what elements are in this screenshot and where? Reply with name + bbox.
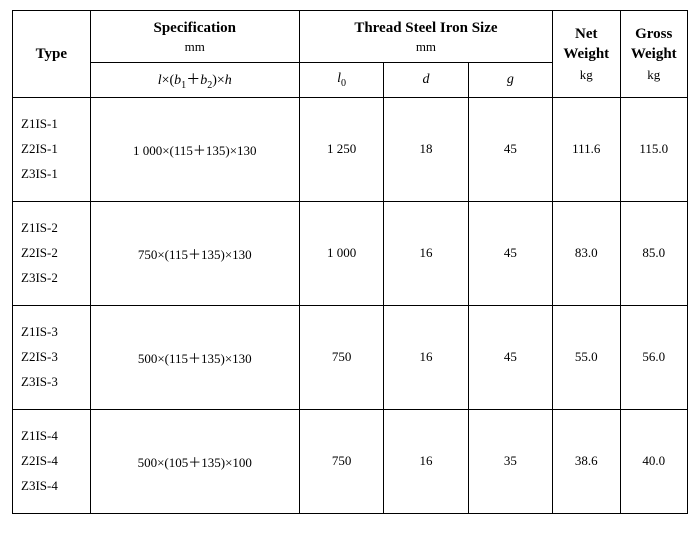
cell-spec: 500×(105＋135)×100 [90, 409, 299, 513]
type-line: Z2IS-3 [21, 345, 88, 370]
cell-l0: 1 000 [299, 201, 383, 305]
cell-spec: 1 000×(115＋135)×130 [90, 97, 299, 201]
cell-l0: 750 [299, 305, 383, 409]
header-net-weight-unit: kg [555, 67, 618, 84]
cell-g: 45 [468, 201, 552, 305]
cell-net-weight: 55.0 [553, 305, 621, 409]
type-line: Z1IS-2 [21, 216, 88, 241]
header-net-weight: Net Weight kg [553, 11, 621, 98]
cell-gross-weight: 115.0 [620, 97, 688, 201]
type-line: Z1IS-4 [21, 424, 88, 449]
type-line: Z3IS-1 [21, 162, 88, 187]
type-line: Z1IS-1 [21, 112, 88, 137]
type-line: Z3IS-2 [21, 266, 88, 291]
type-line: Z2IS-2 [21, 241, 88, 266]
header-thread: Thread Steel Iron Size mm [299, 11, 552, 63]
type-line: Z1IS-3 [21, 320, 88, 345]
cell-d: 18 [384, 97, 468, 201]
cell-net-weight: 38.6 [553, 409, 621, 513]
header-g: g [468, 63, 552, 98]
table-row: Z1IS-2 Z2IS-2 Z3IS-2 750×(115＋135)×130 1… [13, 201, 688, 305]
type-line: Z2IS-1 [21, 137, 88, 162]
cell-net-weight: 83.0 [553, 201, 621, 305]
cell-l0: 1 250 [299, 97, 383, 201]
cell-type: Z1IS-3 Z2IS-3 Z3IS-3 [13, 305, 91, 409]
header-specification-unit: mm [93, 39, 297, 55]
cell-g: 35 [468, 409, 552, 513]
cell-net-weight: 111.6 [553, 97, 621, 201]
formula-h: h [225, 73, 232, 88]
header-specification: Specification mm [90, 11, 299, 63]
cell-type: Z1IS-4 Z2IS-4 Z3IS-4 [13, 409, 91, 513]
cell-d: 16 [384, 305, 468, 409]
header-net-weight-label: Net Weight [563, 26, 609, 63]
header-type-label: Type [36, 46, 67, 62]
cell-type: Z1IS-2 Z2IS-2 Z3IS-2 [13, 201, 91, 305]
table-row: Z1IS-4 Z2IS-4 Z3IS-4 500×(105＋135)×100 7… [13, 409, 688, 513]
cell-g: 45 [468, 97, 552, 201]
table-body: Z1IS-1 Z2IS-1 Z3IS-1 1 000×(115＋135)×130… [13, 97, 688, 513]
cell-d: 16 [384, 409, 468, 513]
type-line: Z3IS-4 [21, 474, 88, 499]
formula-plus: ＋ [186, 73, 200, 88]
type-line: Z2IS-4 [21, 449, 88, 474]
cell-g: 45 [468, 305, 552, 409]
cell-gross-weight: 56.0 [620, 305, 688, 409]
header-d: d [384, 63, 468, 98]
header-type: Type [13, 11, 91, 98]
table-row: Z1IS-3 Z2IS-3 Z3IS-3 500×(115＋135)×130 7… [13, 305, 688, 409]
formula-times2: )× [212, 73, 225, 88]
cell-d: 16 [384, 201, 468, 305]
table-row: Z1IS-1 Z2IS-1 Z3IS-1 1 000×(115＋135)×130… [13, 97, 688, 201]
header-d-sym: d [422, 72, 429, 87]
header-formula: l×(b1＋b2)×h [90, 63, 299, 98]
cell-type: Z1IS-1 Z2IS-1 Z3IS-1 [13, 97, 91, 201]
cell-gross-weight: 85.0 [620, 201, 688, 305]
header-thread-label: Thread Steel Iron Size [354, 20, 497, 36]
header-l0: l0 [299, 63, 383, 98]
cell-spec: 500×(115＋135)×130 [90, 305, 299, 409]
type-line: Z3IS-3 [21, 370, 88, 395]
header-thread-unit: mm [302, 39, 550, 55]
header-specification-label: Specification [154, 20, 237, 36]
cell-l0: 750 [299, 409, 383, 513]
header-gross-weight-unit: kg [623, 67, 686, 84]
header-g-sym: g [507, 72, 514, 87]
header-gross-weight: Gross Weight kg [620, 11, 688, 98]
header-gross-weight-label: Gross Weight [631, 26, 677, 63]
header-l0-sub: 0 [341, 78, 346, 89]
specification-table: Type Specification mm Thread Steel Iron … [12, 10, 688, 514]
cell-spec: 750×(115＋135)×130 [90, 201, 299, 305]
formula-times1: ×( [162, 73, 175, 88]
cell-gross-weight: 40.0 [620, 409, 688, 513]
